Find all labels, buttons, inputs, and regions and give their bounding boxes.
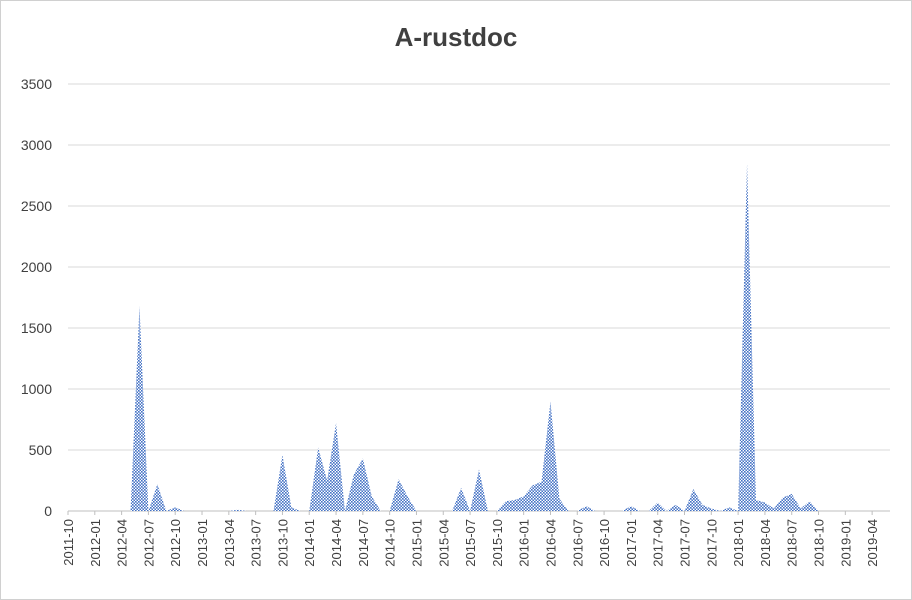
- x-tick-label: 2016-10: [597, 519, 612, 567]
- x-tick-label: 2018-10: [812, 519, 827, 567]
- x-tick-label: 2012-07: [141, 519, 156, 567]
- x-tick-label: 2014-01: [302, 519, 317, 567]
- x-tick-label: 2013-04: [222, 519, 237, 567]
- x-tick-label: 2014-07: [356, 519, 371, 567]
- chart-title: A-rustdoc: [394, 22, 518, 52]
- x-tick-label: 2013-10: [275, 519, 290, 567]
- y-tick-label: 0: [44, 503, 52, 519]
- x-tick-label: 2016-04: [543, 519, 558, 567]
- x-tick-label: 2012-10: [168, 519, 183, 567]
- x-tick-label: 2015-10: [490, 519, 505, 567]
- x-tick-label: 2019-04: [865, 519, 880, 567]
- x-tick-label: 2016-07: [570, 519, 585, 567]
- x-tick-label: 2017-10: [704, 519, 719, 567]
- y-tick-label: 3500: [21, 76, 52, 92]
- x-tick-label: 2019-01: [838, 519, 853, 567]
- y-tick-label: 1500: [21, 320, 52, 336]
- x-tick-label: 2015-04: [436, 519, 451, 567]
- x-tick-label: 2017-07: [678, 519, 693, 567]
- x-tick-label: 2015-01: [409, 519, 424, 567]
- x-tick-label: 2014-10: [383, 519, 398, 567]
- x-tick-label: 2016-01: [517, 519, 532, 567]
- x-tick-label: 2017-04: [651, 519, 666, 567]
- x-tick-label: 2012-04: [115, 519, 130, 567]
- x-tick-label: 2011-10: [61, 519, 76, 566]
- x-tick-label: 2013-01: [195, 519, 210, 567]
- y-tick-label: 2000: [21, 259, 52, 275]
- x-tick-label: 2013-07: [249, 519, 264, 567]
- x-tick-label: 2017-01: [624, 519, 639, 567]
- x-tick-label: 2014-04: [329, 519, 344, 567]
- x-tick-label: 2018-01: [731, 519, 746, 567]
- y-tick-label: 2500: [21, 198, 52, 214]
- x-tick-label: 2018-07: [785, 519, 800, 567]
- x-tick-label: 2015-07: [463, 519, 478, 567]
- y-tick-label: 1000: [21, 381, 52, 397]
- x-tick-label: 2018-04: [758, 519, 773, 567]
- y-tick-label: 3000: [21, 137, 52, 153]
- series-area: [68, 163, 890, 512]
- y-tick-label: 500: [29, 442, 53, 458]
- x-tick-label: 2012-01: [88, 519, 103, 567]
